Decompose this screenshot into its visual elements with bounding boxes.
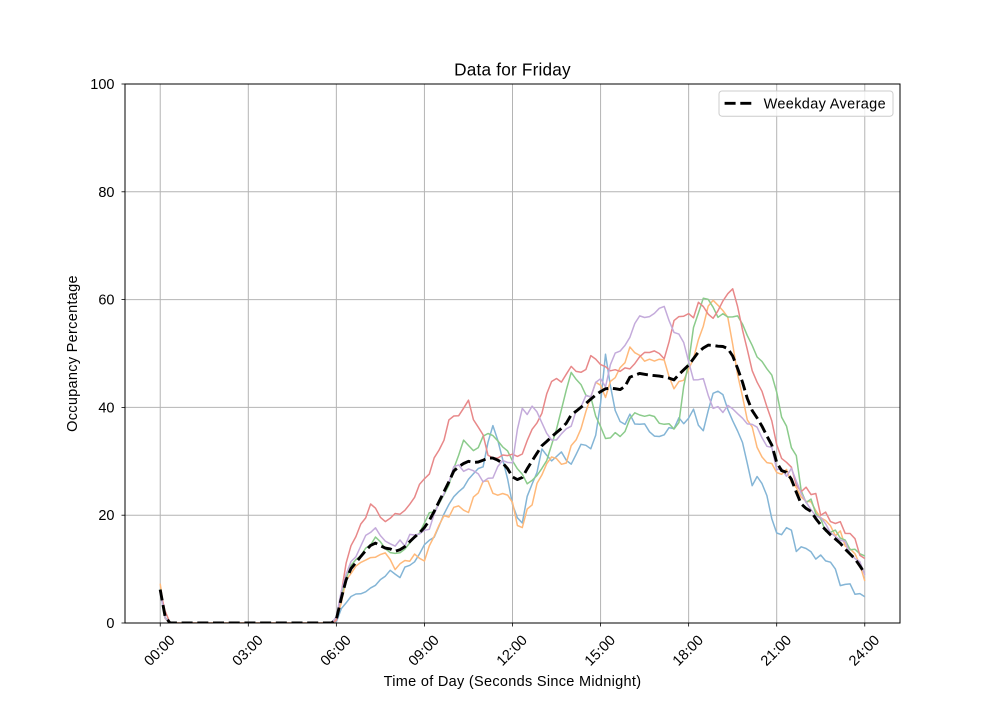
svg-text:80: 80: [98, 185, 114, 201]
svg-text:Occupancy Percentage: Occupancy Percentage: [65, 275, 81, 432]
svg-text:Data for Friday: Data for Friday: [454, 60, 571, 80]
svg-text:Time of Day (Seconds Since Mid: Time of Day (Seconds Since Midnight): [384, 674, 642, 690]
svg-text:60: 60: [98, 293, 114, 309]
svg-text:Weekday Average: Weekday Average: [764, 97, 886, 113]
svg-text:100: 100: [90, 77, 114, 93]
svg-text:0: 0: [106, 616, 114, 632]
svg-text:20: 20: [98, 508, 114, 524]
svg-text:40: 40: [98, 400, 114, 416]
